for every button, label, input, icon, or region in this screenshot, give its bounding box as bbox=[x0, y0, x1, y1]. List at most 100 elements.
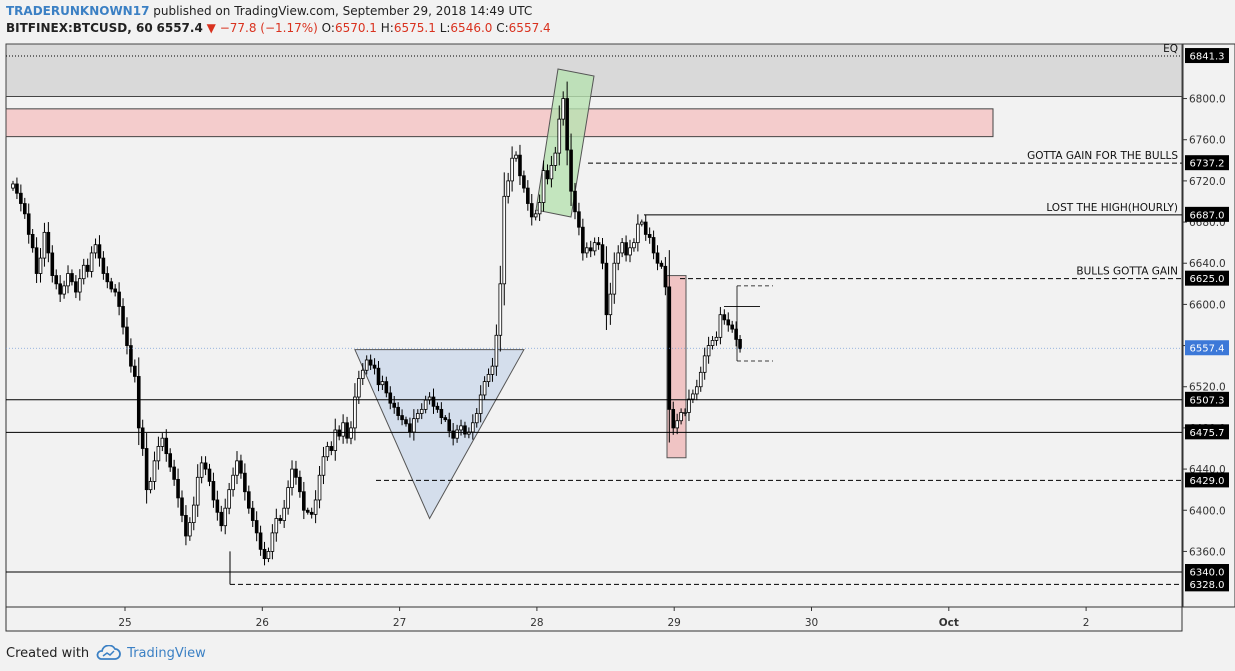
candle-up bbox=[679, 412, 683, 422]
candle-down bbox=[258, 532, 263, 550]
candle-down bbox=[109, 281, 114, 290]
down-arrow-icon: ▼ bbox=[206, 21, 216, 35]
candle-down bbox=[54, 275, 59, 285]
current-price-tag bbox=[1185, 340, 1229, 356]
candle-down bbox=[85, 264, 90, 272]
candle-down bbox=[246, 491, 251, 509]
candle-up bbox=[695, 386, 699, 395]
x-tick-label: 25 bbox=[118, 617, 131, 629]
candle-up bbox=[160, 437, 165, 447]
candle-up bbox=[620, 242, 624, 254]
candle-down bbox=[203, 462, 208, 470]
author-name[interactable]: TRADERUNKNOWN17 bbox=[6, 4, 150, 18]
y-tick-label: 6600.0 bbox=[1189, 299, 1226, 311]
candlestick-series bbox=[11, 81, 742, 566]
candle-up bbox=[415, 413, 420, 420]
publish-line: TRADERUNKNOWN17 published on TradingView… bbox=[6, 3, 551, 20]
candle-up bbox=[714, 336, 719, 341]
price-chart[interactable]: EQ GOTTA GAIN FOR THE BULLS LOST THE HIGH(… bbox=[0, 0, 1235, 640]
axes: 6360.06400.06440.06480.06520.06560.06600… bbox=[5, 43, 1235, 632]
candle-up bbox=[357, 378, 361, 398]
candle-down bbox=[647, 234, 652, 238]
price-level-tag-text: 6625.0 bbox=[1190, 274, 1225, 285]
candle-up bbox=[195, 476, 200, 506]
candle-up bbox=[89, 252, 94, 272]
x-tick-label: 27 bbox=[393, 617, 406, 629]
candle-down bbox=[254, 520, 259, 534]
candle-up bbox=[490, 365, 495, 375]
candle-down bbox=[643, 221, 648, 235]
candle-down bbox=[58, 283, 62, 295]
annotation-zones bbox=[5, 43, 1183, 608]
tradingview-brand[interactable]: TradingView bbox=[127, 645, 206, 661]
candle-down bbox=[431, 396, 436, 407]
candle-down bbox=[129, 345, 133, 367]
candle-up bbox=[321, 456, 326, 476]
candle-up bbox=[266, 551, 271, 560]
price-level-tag-text: 6475.7 bbox=[1190, 428, 1225, 439]
candle-down bbox=[172, 466, 176, 480]
candle-up bbox=[628, 247, 632, 256]
candle-down bbox=[565, 98, 569, 151]
price-level-tag-text: 6841.3 bbox=[1190, 52, 1225, 63]
candle-down bbox=[738, 338, 742, 350]
candle-up bbox=[640, 221, 644, 225]
candle-up bbox=[706, 345, 711, 357]
candle-down bbox=[655, 252, 660, 264]
candle-up bbox=[325, 446, 330, 458]
candle-down bbox=[372, 364, 377, 369]
candle-down bbox=[337, 429, 341, 437]
candle-down bbox=[184, 514, 188, 537]
candle-up bbox=[360, 369, 365, 379]
candle-down bbox=[211, 481, 216, 501]
candle-down bbox=[305, 509, 310, 513]
candle-down bbox=[624, 242, 628, 256]
candle-up bbox=[148, 481, 153, 491]
x-tick-label: 26 bbox=[256, 617, 270, 629]
candle-down bbox=[113, 288, 117, 293]
candle-up bbox=[478, 394, 483, 414]
candle-down bbox=[298, 476, 302, 493]
candle-up bbox=[537, 202, 542, 215]
candle-up bbox=[349, 427, 353, 439]
candle-up bbox=[152, 460, 157, 482]
candle-up bbox=[38, 257, 43, 274]
candle-down bbox=[545, 170, 550, 180]
candle-down bbox=[604, 262, 609, 316]
candle-down bbox=[435, 405, 440, 410]
candle-down bbox=[518, 154, 522, 177]
resistance-zone bbox=[5, 108, 994, 138]
close-label: C: bbox=[496, 21, 509, 35]
created-with-label: Created with bbox=[6, 645, 90, 661]
candle-down bbox=[97, 244, 102, 259]
price-level-tag-text: 6737.2 bbox=[1190, 159, 1225, 170]
candle-up bbox=[533, 213, 538, 218]
candle-up bbox=[81, 264, 86, 280]
candle-up bbox=[11, 183, 15, 189]
tradingview-cloud-icon bbox=[96, 645, 121, 660]
candle-down bbox=[34, 247, 39, 274]
candle-up bbox=[486, 373, 491, 382]
candle-up bbox=[93, 244, 98, 254]
candle-up bbox=[498, 283, 503, 336]
candle-down bbox=[451, 430, 455, 439]
y-tick-label: 6720.0 bbox=[1189, 176, 1226, 188]
open-value: 6570.1 bbox=[334, 21, 377, 35]
candle-up bbox=[282, 507, 286, 521]
candle-down bbox=[659, 262, 664, 267]
y-tick-label: 6360.0 bbox=[1189, 546, 1226, 558]
candle-down bbox=[596, 242, 601, 246]
candle-down bbox=[74, 281, 78, 293]
candle-down bbox=[133, 365, 137, 377]
candle-up bbox=[231, 474, 235, 491]
candle-up bbox=[353, 396, 357, 429]
x-tick-label: 28 bbox=[530, 617, 543, 629]
candle-up bbox=[199, 462, 204, 478]
candle-up bbox=[616, 252, 621, 264]
triangle-pattern bbox=[354, 349, 525, 520]
candle-down bbox=[294, 468, 298, 478]
price-level-tag-text: 6429.0 bbox=[1190, 476, 1225, 487]
price-level-tag bbox=[1185, 155, 1229, 171]
open-label: O: bbox=[321, 21, 335, 35]
price-level-tag bbox=[1185, 472, 1229, 488]
